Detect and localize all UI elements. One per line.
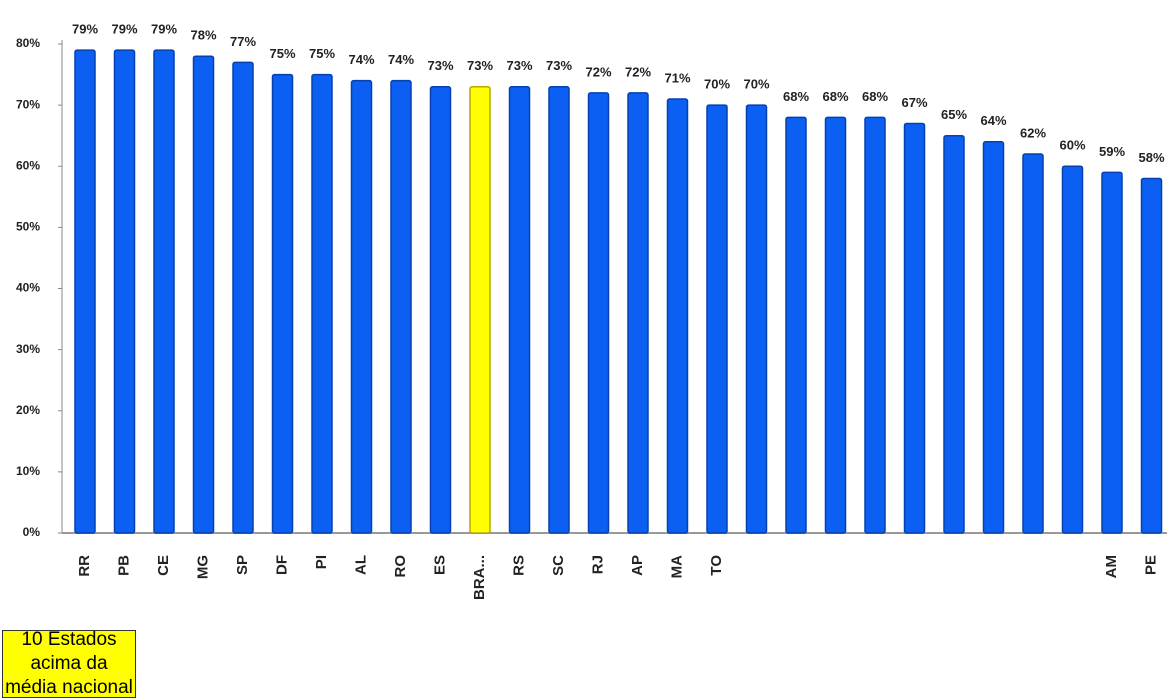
data-label: 59% (1099, 144, 1125, 159)
y-tick-label: 10% (16, 464, 40, 478)
data-label: 68% (862, 89, 888, 104)
bar (153, 49, 175, 534)
x-tick-label: DF (273, 555, 290, 575)
bar (982, 141, 1005, 534)
data-label: 70% (704, 77, 730, 92)
data-label: 74% (388, 52, 414, 67)
data-label: 72% (625, 64, 651, 79)
data-label: 73% (546, 58, 572, 73)
data-label: 58% (1138, 150, 1164, 165)
x-tick-label: PE (1142, 555, 1159, 575)
x-tick-label: SP (234, 555, 251, 575)
data-label: 74% (348, 52, 374, 67)
data-label: 73% (467, 58, 493, 73)
bar (113, 49, 136, 534)
data-label: 71% (664, 70, 690, 85)
y-tick-label: 70% (16, 97, 40, 111)
y-tick-label: 20% (16, 403, 40, 417)
x-tick-label: RR (76, 555, 93, 577)
bar (824, 116, 847, 534)
bar (943, 134, 965, 534)
x-tick-label: CE (155, 555, 172, 576)
bar (1140, 177, 1163, 534)
x-tick-label: ES (431, 555, 448, 575)
x-tick-label: MG (194, 555, 211, 579)
bar (508, 86, 531, 534)
bar (311, 73, 333, 534)
bar (1101, 171, 1123, 534)
bar (706, 104, 728, 534)
x-tick-label: MA (668, 555, 685, 578)
bar (666, 98, 689, 534)
data-label: 67% (901, 95, 927, 110)
bar (390, 79, 412, 534)
x-tick-label: AP (629, 555, 646, 576)
bar (74, 49, 96, 534)
x-tick-label: RS (510, 555, 527, 576)
x-tick-label: PI (313, 555, 330, 569)
bar (785, 116, 807, 534)
bar (627, 92, 649, 534)
annotation: 10 Estados acima da média nacional (2, 629, 136, 698)
data-label: 73% (427, 58, 453, 73)
data-label: 62% (1020, 125, 1046, 140)
data-label: 79% (111, 22, 137, 37)
bar (1022, 153, 1044, 534)
data-label: 64% (980, 113, 1006, 128)
bar (548, 86, 570, 534)
y-tick-label: 60% (16, 158, 40, 172)
x-tick-label: PB (115, 555, 132, 576)
data-label: 79% (72, 22, 98, 37)
data-label: 65% (941, 107, 967, 122)
x-tick-label: RO (392, 555, 409, 578)
bar (864, 116, 886, 534)
data-label: 77% (230, 34, 256, 49)
y-tick-label: 50% (16, 220, 40, 234)
data-label: 72% (585, 64, 611, 79)
bar (429, 86, 452, 534)
data-label: 68% (783, 89, 809, 104)
chart: 0% 10% 20% 30% 40% 50% 60% 70% 80% 79% RR 79% PB 79% C… (16, 22, 1167, 600)
x-tick-label: BRA... (471, 555, 488, 600)
x-tick-label: RJ (589, 555, 606, 574)
bar (350, 79, 373, 534)
data-label: 78% (190, 28, 216, 43)
y-tick-label: 40% (16, 281, 40, 295)
data-label: 70% (743, 77, 769, 92)
data-label: 75% (309, 46, 335, 61)
bar (745, 104, 768, 534)
bar (192, 55, 215, 534)
data-label: 68% (822, 89, 848, 104)
bar (587, 92, 610, 534)
y-tick-label: 0% (23, 525, 41, 539)
data-label: 79% (151, 22, 177, 37)
x-tick-label: TO (708, 555, 725, 576)
bar (903, 122, 926, 534)
y-tick-label: 30% (16, 342, 40, 356)
x-tick-label: AM (1103, 555, 1120, 578)
bar (232, 61, 254, 534)
y-tick-label: 80% (16, 36, 40, 50)
x-tick-label: AL (352, 555, 369, 575)
bar (1061, 165, 1084, 534)
data-label: 60% (1059, 138, 1085, 153)
data-label: 73% (506, 58, 532, 73)
x-tick-label: SC (550, 555, 567, 576)
bar (271, 73, 294, 534)
bar (469, 86, 491, 534)
data-label: 75% (269, 46, 295, 61)
